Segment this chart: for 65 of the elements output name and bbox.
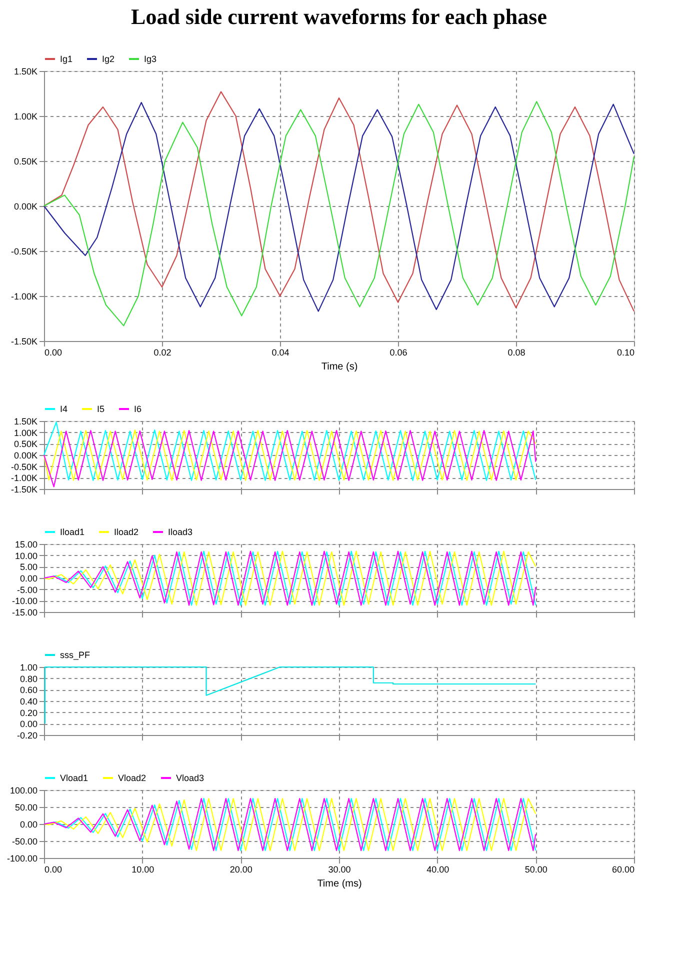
y-tick-label: 0.00 — [20, 574, 38, 584]
x-tick-label: 0.00 — [44, 348, 62, 358]
y-tick-label: 5.00 — [20, 562, 38, 572]
legend-label: Iload1 — [60, 527, 85, 537]
y-tick-label: 0.00 — [20, 719, 38, 730]
legend-label: Ig1 — [60, 54, 73, 64]
y-tick-label: 15.00 — [14, 540, 38, 550]
legend-label: Vload1 — [60, 773, 88, 783]
y-tick-label: 0.80 — [20, 674, 38, 684]
y-tick-label: -100.00 — [6, 854, 38, 864]
legend-label: Ig3 — [144, 54, 157, 64]
legend-label: I5 — [97, 404, 105, 414]
y-tick-label: 0.60 — [20, 685, 38, 696]
y-tick-label: 0.00 — [20, 820, 38, 830]
y-tick-label: -0.50K — [10, 246, 38, 256]
y-tick-label: 1.50K — [14, 416, 38, 426]
legend-label: Vload2 — [118, 773, 146, 783]
x-tick-label: 0.06 — [390, 348, 408, 358]
x-tick-label: 40.00 — [426, 864, 450, 874]
y-tick-label: -50.00 — [12, 836, 38, 846]
x-axis-title: Time (s) — [321, 362, 358, 372]
y-tick-label: -1.00K — [10, 292, 38, 302]
y-tick-label: 1.00 — [20, 662, 38, 672]
legend-label: Iload2 — [114, 527, 139, 537]
x-tick-label: 0.02 — [154, 348, 172, 358]
y-tick-label: -1.50K — [10, 484, 38, 494]
x-axis-title: Time (ms) — [317, 878, 362, 890]
y-tick-label: 0.20 — [20, 708, 38, 718]
legend-label: Ig2 — [102, 54, 115, 64]
y-tick-label: -1.50K — [10, 336, 38, 346]
legend-label: sss_PF — [60, 650, 91, 660]
x-tick-label: 0.10 — [616, 348, 634, 358]
x-tick-label: 0.00 — [44, 864, 62, 874]
y-tick-label: 100.00 — [10, 786, 38, 796]
y-tick-label: 0.40 — [20, 696, 38, 706]
legend-label: I4 — [60, 404, 68, 414]
y-tick-label: -10.00 — [12, 596, 38, 606]
x-tick-label: 0.08 — [508, 348, 526, 358]
x-tick-label: 30.00 — [328, 864, 351, 874]
y-tick-label: 0.50K — [14, 156, 38, 166]
x-tick-label: 0.04 — [272, 348, 290, 358]
y-tick-label: 0.50K — [14, 439, 38, 450]
line-series — [43, 550, 536, 606]
y-tick-label: -0.50K — [10, 462, 38, 472]
y-tick-label: 0.00K — [14, 202, 38, 212]
y-tick-label: -0.20 — [16, 730, 38, 740]
x-tick-label: 50.00 — [524, 864, 548, 874]
y-tick-label: -1.00K — [10, 473, 38, 484]
chart-title: Load side current waveforms for each phase — [131, 4, 548, 29]
y-tick-label: 10.00 — [14, 550, 38, 561]
y-tick-label: 0.00K — [14, 450, 38, 460]
legend-label: I6 — [134, 404, 142, 414]
x-tick-label: 10.00 — [132, 864, 154, 874]
legend-label: Vload3 — [176, 773, 204, 783]
line-series — [43, 798, 536, 852]
y-tick-label: 1.00K — [14, 428, 38, 438]
y-tick-label: -5.00 — [16, 584, 38, 595]
y-tick-label: 50.00 — [14, 802, 38, 812]
y-tick-label: -15.00 — [12, 608, 38, 618]
legend-label: Iload3 — [168, 527, 193, 537]
y-tick-label: 1.00K — [14, 112, 38, 122]
y-tick-label: 1.50K — [14, 66, 38, 76]
x-tick-label: 20.00 — [230, 864, 252, 874]
line-series — [44, 666, 536, 724]
x-tick-label: 60.00 — [612, 864, 634, 874]
